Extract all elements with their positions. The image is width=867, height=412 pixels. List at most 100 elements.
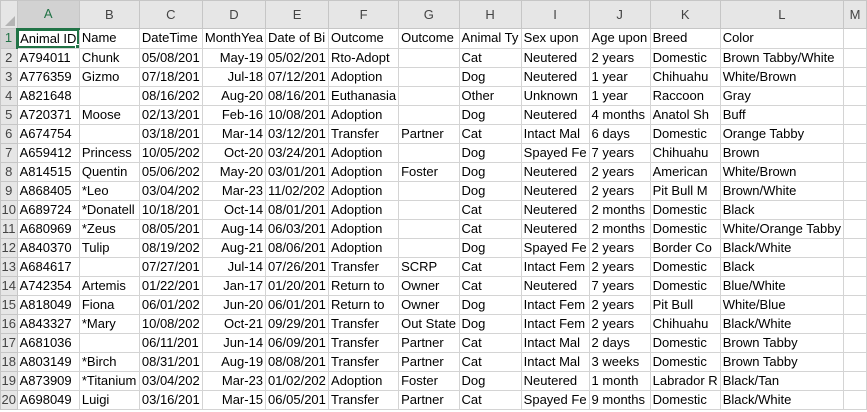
cell-j9[interactable]: 2 years <box>588 180 651 201</box>
cell-a10[interactable]: A689724 <box>16 199 80 220</box>
cell-m11[interactable] <box>842 218 867 239</box>
cell-l8[interactable]: White/Brown <box>719 161 844 182</box>
cell-i11[interactable]: Neutered <box>520 218 590 239</box>
cell-f1[interactable]: Outcome <box>328 28 400 49</box>
cell-a12[interactable]: A840370 <box>16 237 80 258</box>
cell-f9[interactable]: Adoption <box>328 180 400 201</box>
cell-c17[interactable]: 06/11/201 <box>138 332 203 353</box>
cell-m2[interactable] <box>842 47 867 68</box>
cell-m15[interactable] <box>842 294 867 315</box>
cell-m14[interactable] <box>842 275 867 296</box>
cell-l6[interactable]: Orange Tabby <box>719 123 844 144</box>
cell-h9[interactable]: Dog <box>458 180 522 201</box>
row-header[interactable]: 8 <box>0 161 18 182</box>
cell-d18[interactable]: Aug-19 <box>201 351 267 372</box>
row-header[interactable]: 12 <box>0 237 18 258</box>
cell-b15[interactable]: Fiona <box>78 294 140 315</box>
cell-f6[interactable]: Transfer <box>328 123 400 144</box>
cell-k19[interactable]: Labrador R <box>649 370 721 391</box>
cell-j17[interactable]: 2 days <box>588 332 651 353</box>
cell-f3[interactable]: Adoption <box>328 66 400 87</box>
cell-b14[interactable]: Artemis <box>78 275 140 296</box>
cell-k3[interactable]: Chihuahu <box>649 66 721 87</box>
cell-f10[interactable]: Adoption <box>328 199 400 220</box>
cell-i13[interactable]: Intact Fem <box>520 256 590 277</box>
cell-k6[interactable]: Domestic <box>649 123 721 144</box>
cell-c5[interactable]: 02/13/201 <box>138 104 203 125</box>
cell-g18[interactable]: Partner <box>398 351 460 372</box>
cell-g13[interactable]: SCRP <box>398 256 460 277</box>
cell-d4[interactable]: Aug-20 <box>201 85 267 106</box>
cell-i4[interactable]: Unknown <box>520 85 590 106</box>
cell-m5[interactable] <box>842 104 867 125</box>
cell-c20[interactable]: 03/16/201 <box>138 389 203 410</box>
cell-g2[interactable] <box>398 47 460 68</box>
cell-e10[interactable]: 08/01/201 <box>265 199 330 220</box>
cell-c12[interactable]: 08/19/202 <box>138 237 203 258</box>
cell-i6[interactable]: Intact Mal <box>520 123 590 144</box>
cell-b8[interactable]: Quentin <box>78 161 140 182</box>
cell-f12[interactable]: Adoption <box>328 237 400 258</box>
column-header-a[interactable]: A <box>16 0 80 30</box>
cell-m17[interactable] <box>842 332 867 353</box>
cell-k16[interactable]: Chihuahu <box>649 313 721 334</box>
cell-h10[interactable]: Cat <box>458 199 522 220</box>
cell-f14[interactable]: Return to <box>328 275 400 296</box>
row-header[interactable]: 2 <box>0 47 18 68</box>
cell-j13[interactable]: 2 years <box>588 256 651 277</box>
cell-a18[interactable]: A803149 <box>16 351 80 372</box>
cell-l7[interactable]: Brown <box>719 142 844 163</box>
cell-m3[interactable] <box>842 66 867 87</box>
cell-d17[interactable]: Jun-14 <box>201 332 267 353</box>
cell-g6[interactable]: Partner <box>398 123 460 144</box>
cell-a1[interactable]: Animal ID <box>16 28 80 49</box>
cell-a9[interactable]: A868405 <box>16 180 80 201</box>
row-header[interactable]: 14 <box>0 275 18 296</box>
cell-l17[interactable]: Brown Tabby <box>719 332 844 353</box>
row-header[interactable]: 19 <box>0 370 18 391</box>
cell-d15[interactable]: Jun-20 <box>201 294 267 315</box>
cell-i14[interactable]: Neutered <box>520 275 590 296</box>
cell-m13[interactable] <box>842 256 867 277</box>
cell-j14[interactable]: 7 years <box>588 275 651 296</box>
row-header[interactable]: 15 <box>0 294 18 315</box>
cell-i18[interactable]: Intact Mal <box>520 351 590 372</box>
cell-f11[interactable]: Adoption <box>328 218 400 239</box>
cell-l19[interactable]: Black/Tan <box>719 370 844 391</box>
cell-g16[interactable]: Out State <box>398 313 460 334</box>
cell-e15[interactable]: 06/01/201 <box>265 294 330 315</box>
row-header[interactable]: 18 <box>0 351 18 372</box>
cell-d12[interactable]: Aug-21 <box>201 237 267 258</box>
cell-b10[interactable]: *Donatell <box>78 199 140 220</box>
column-header-b[interactable]: B <box>78 0 140 29</box>
cell-h15[interactable]: Dog <box>458 294 522 315</box>
cell-b3[interactable]: Gizmo <box>78 66 140 87</box>
cell-g20[interactable]: Partner <box>398 389 460 410</box>
cell-l12[interactable]: Black/White <box>719 237 844 258</box>
cell-g19[interactable]: Foster <box>398 370 460 391</box>
cell-e20[interactable]: 06/05/201 <box>265 389 330 410</box>
cell-j4[interactable]: 1 year <box>588 85 651 106</box>
cell-l11[interactable]: White/Orange Tabby <box>719 218 844 239</box>
cell-f2[interactable]: Rto-Adopt <box>328 47 400 68</box>
cell-d1[interactable]: MonthYea <box>201 28 267 49</box>
column-header-g[interactable]: G <box>398 0 460 29</box>
cell-c6[interactable]: 03/18/201 <box>138 123 203 144</box>
cell-i19[interactable]: Neutered <box>520 370 590 391</box>
cell-i3[interactable]: Neutered <box>520 66 590 87</box>
cell-a19[interactable]: A873909 <box>16 370 80 391</box>
cell-h4[interactable]: Other <box>458 85 522 106</box>
cell-i17[interactable]: Intact Mal <box>520 332 590 353</box>
cell-k17[interactable]: Domestic <box>649 332 721 353</box>
cell-b16[interactable]: *Mary <box>78 313 140 334</box>
cell-h11[interactable]: Cat <box>458 218 522 239</box>
cell-a17[interactable]: A681036 <box>16 332 80 353</box>
row-header[interactable]: 6 <box>0 123 18 144</box>
cell-a5[interactable]: A720371 <box>16 104 80 125</box>
cell-m10[interactable] <box>842 199 867 220</box>
cell-a20[interactable]: A698049 <box>16 389 80 410</box>
cell-c14[interactable]: 01/22/201 <box>138 275 203 296</box>
cell-g3[interactable] <box>398 66 460 87</box>
cell-b2[interactable]: Chunk <box>78 47 140 68</box>
cell-l20[interactable]: Black/White <box>719 389 844 410</box>
